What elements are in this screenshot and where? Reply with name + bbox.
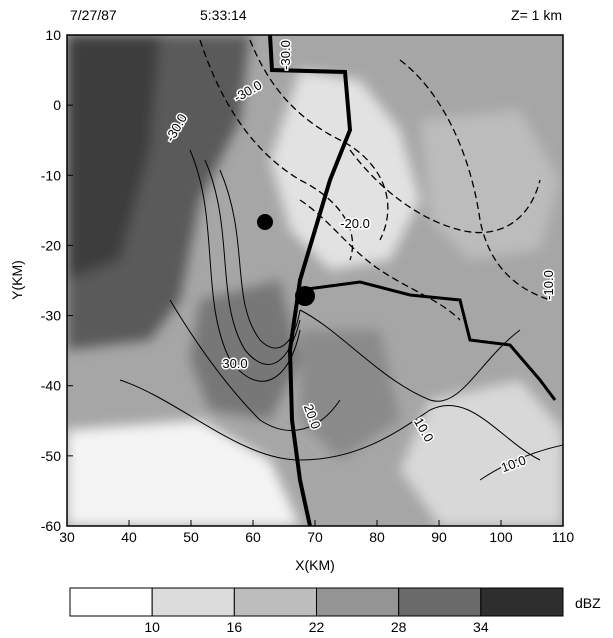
y-tick-label: -50 xyxy=(41,448,61,464)
colorbar-label: dBZ xyxy=(575,595,601,611)
colorbar-tick-label: 22 xyxy=(309,619,325,635)
colorbar-swatch xyxy=(233,587,317,617)
x-axis-label: X(KM) xyxy=(295,557,335,573)
colorbar-swatch xyxy=(69,587,153,617)
contour-label: -30.0 xyxy=(278,40,293,70)
y-tick-label: 0 xyxy=(53,97,61,113)
y-tick-label: -40 xyxy=(41,378,61,394)
date: 7/27/87 xyxy=(70,7,117,23)
contour-label: -10.0 xyxy=(541,270,556,300)
colorbar-tick-label: 16 xyxy=(227,619,243,635)
y-tick-label: 10 xyxy=(45,27,61,43)
reflectivity-field xyxy=(67,35,563,526)
x-tick-label: 60 xyxy=(245,529,261,545)
colorbar-tick-label: 28 xyxy=(391,619,407,635)
level: Z= 1 km xyxy=(511,7,562,23)
x-tick-label: 80 xyxy=(369,529,385,545)
x-tick-label: 30 xyxy=(59,529,75,545)
x-tick-label: 90 xyxy=(431,529,447,545)
x-tick-label: 50 xyxy=(183,529,199,545)
colorbar-swatch xyxy=(151,587,235,617)
contour-label: -20.0 xyxy=(340,216,370,231)
colorbar-swatch xyxy=(398,587,482,617)
colorbar-swatch xyxy=(316,587,400,617)
x-tick-label: 40 xyxy=(121,529,137,545)
contour-label: 30.0 xyxy=(222,356,247,371)
colorbar-swatch xyxy=(480,587,564,617)
y-tick-label: -60 xyxy=(41,518,61,534)
colorbar-tick-label: 34 xyxy=(473,619,489,635)
x-tick-label: 70 xyxy=(307,529,323,545)
y-axis-label: Y(KM) xyxy=(9,260,25,300)
y-tick-label: -20 xyxy=(41,237,61,253)
y-tick-label: -30 xyxy=(41,308,61,324)
colorbar-tick-label: 10 xyxy=(144,619,160,635)
y-tick-label: -10 xyxy=(41,167,61,183)
x-tick-label: 110 xyxy=(552,529,575,545)
x-tick-label: 100 xyxy=(489,529,513,545)
time: 5:33:14 xyxy=(200,7,247,23)
